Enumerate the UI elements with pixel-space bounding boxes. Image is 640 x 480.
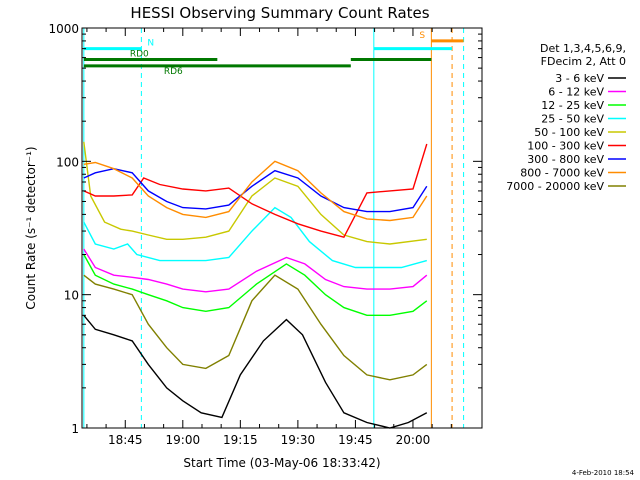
y-axis-label: Count Rate (s⁻¹ detector⁻¹) bbox=[24, 146, 38, 309]
series-line-0 bbox=[83, 314, 428, 429]
series-line-4 bbox=[83, 141, 427, 245]
flag-label-1: RD0 bbox=[130, 50, 149, 60]
y-tick-label-1: 10 bbox=[64, 289, 79, 303]
series-line-8 bbox=[83, 274, 428, 381]
legend-label-1: 6 - 12 keV bbox=[548, 86, 604, 99]
legend-label-0: 3 - 6 keV bbox=[555, 72, 604, 85]
series-line-3 bbox=[83, 206, 427, 269]
legend: Det 1,3,4,5,6,9,FDecim 2, Att 0 3 - 6 keV… bbox=[506, 42, 626, 193]
flag-label-0: N bbox=[147, 39, 154, 49]
flag-label-3: S bbox=[419, 31, 425, 41]
timestamp: 4-Feb-2010 18:54 bbox=[571, 469, 634, 477]
series-line-2 bbox=[83, 254, 428, 316]
x-tick-label-3: 19:30 bbox=[281, 433, 316, 447]
legend-header-1: FDecim 2, Att 0 bbox=[541, 55, 626, 68]
x-tick-label-4: 19:45 bbox=[338, 433, 373, 447]
x-tick-label-5: 20:00 bbox=[396, 433, 431, 447]
series-line-1 bbox=[83, 248, 428, 293]
legend-label-4: 50 - 100 keV bbox=[534, 126, 604, 139]
series-line-7 bbox=[83, 160, 428, 222]
y-tick-label-3: 1000 bbox=[48, 22, 79, 36]
series-lines bbox=[83, 141, 428, 429]
legend-header-0: Det 1,3,4,5,6,9, bbox=[540, 42, 626, 55]
plot-frame bbox=[81, 27, 483, 429]
legend-label-2: 12 - 25 keV bbox=[541, 99, 604, 112]
y-tick-label-2: 100 bbox=[56, 155, 79, 169]
legend-label-8: 7000 - 20000 keV bbox=[506, 180, 604, 193]
x-tick-label-2: 19:15 bbox=[223, 433, 258, 447]
y-axis: 1 10 100 1000 bbox=[48, 22, 482, 436]
y-tick-label-0: 1 bbox=[71, 422, 79, 436]
series-line-5 bbox=[83, 143, 428, 239]
legend-label-7: 800 - 7000 keV bbox=[520, 167, 604, 180]
vertical-lines bbox=[83, 28, 465, 428]
x-tick-label-0: 18:45 bbox=[108, 433, 143, 447]
chart-title: HESSI Observing Summary Count Rates bbox=[130, 4, 429, 22]
flag-label-2: RD6 bbox=[164, 67, 183, 77]
x-axis-label: Start Time (03-May-06 18:33:42) bbox=[183, 456, 380, 470]
x-tick-label-1: 19:00 bbox=[166, 433, 201, 447]
legend-label-5: 100 - 300 keV bbox=[527, 140, 604, 153]
x-axis: 18:45 19:00 19:15 19:30 19:45 20:00 bbox=[86, 28, 452, 447]
legend-label-6: 300 - 800 keV bbox=[527, 153, 604, 166]
legend-label-3: 25 - 50 keV bbox=[541, 113, 604, 126]
